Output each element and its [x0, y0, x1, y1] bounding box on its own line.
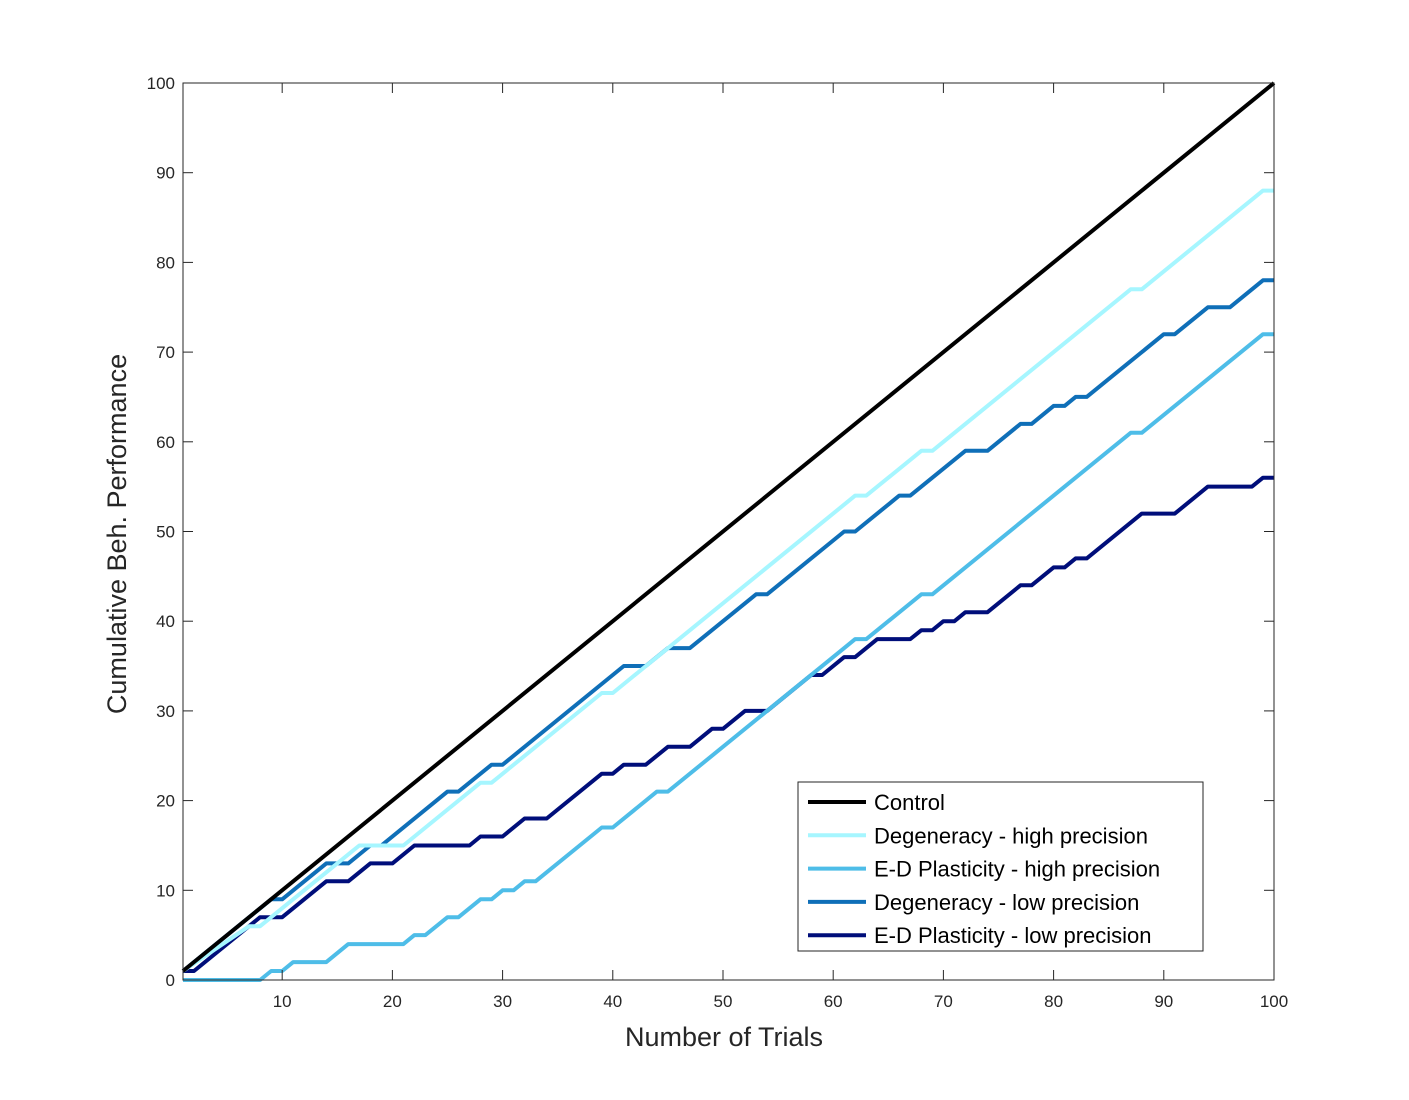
legend-label-e-d-plasticity-high-precision: E-D Plasticity - high precision: [874, 857, 1160, 882]
legend-label-e-d-plasticity-low-precision: E-D Plasticity - low precision: [874, 923, 1152, 948]
x-tick-label: 90: [1154, 992, 1173, 1011]
y-tick-label: 90: [156, 164, 175, 183]
legend: Control Degeneracy - high precision E-D Pl…: [797, 781, 1204, 952]
series-line-e-d-plasticity-high-precision: [183, 332, 1274, 982]
y-tick-label: 20: [156, 792, 175, 811]
x-tick-label: 30: [493, 992, 512, 1011]
x-tick-label: 70: [934, 992, 953, 1011]
legend-label-degeneracy-low-precision: Degeneracy - low precision: [874, 890, 1139, 915]
y-tick-label: 0: [166, 971, 175, 990]
x-tick-label: 80: [1044, 992, 1063, 1011]
y-tick-label: 60: [156, 433, 175, 452]
x-tick-label: 100: [1260, 992, 1288, 1011]
y-tick-label: 40: [156, 612, 175, 631]
x-axis-label: Number of Trials: [625, 1022, 823, 1052]
x-tick-label: 10: [273, 992, 292, 1011]
y-tick-label: 70: [156, 343, 175, 362]
y-tick-label: 10: [156, 881, 175, 900]
x-tick-label: 50: [714, 992, 733, 1011]
x-tick-label: 60: [824, 992, 843, 1011]
y-tick-label: 30: [156, 702, 175, 721]
tick-layer: 10 20 30 40 50 60 70 80 90 100 0 10 20 30 40 50 60 70 80 90…: [147, 74, 1289, 1011]
y-tick-label: 50: [156, 523, 175, 542]
x-tick-label: 20: [383, 992, 402, 1011]
legend-label-control: Control: [874, 790, 945, 815]
series-layer: [181, 81, 1276, 982]
series-line-degeneracy-high-precision: [181, 188, 1274, 973]
series-line-control: [181, 81, 1276, 973]
y-tick-label: 80: [156, 253, 175, 272]
x-tick-label: 40: [603, 992, 622, 1011]
y-tick-label: 100: [147, 74, 175, 93]
y-axis-label: Cumulative Beh. Performance: [102, 354, 132, 714]
legend-box: [797, 781, 1204, 952]
legend-label-degeneracy-high-precision: Degeneracy - high precision: [874, 823, 1148, 848]
